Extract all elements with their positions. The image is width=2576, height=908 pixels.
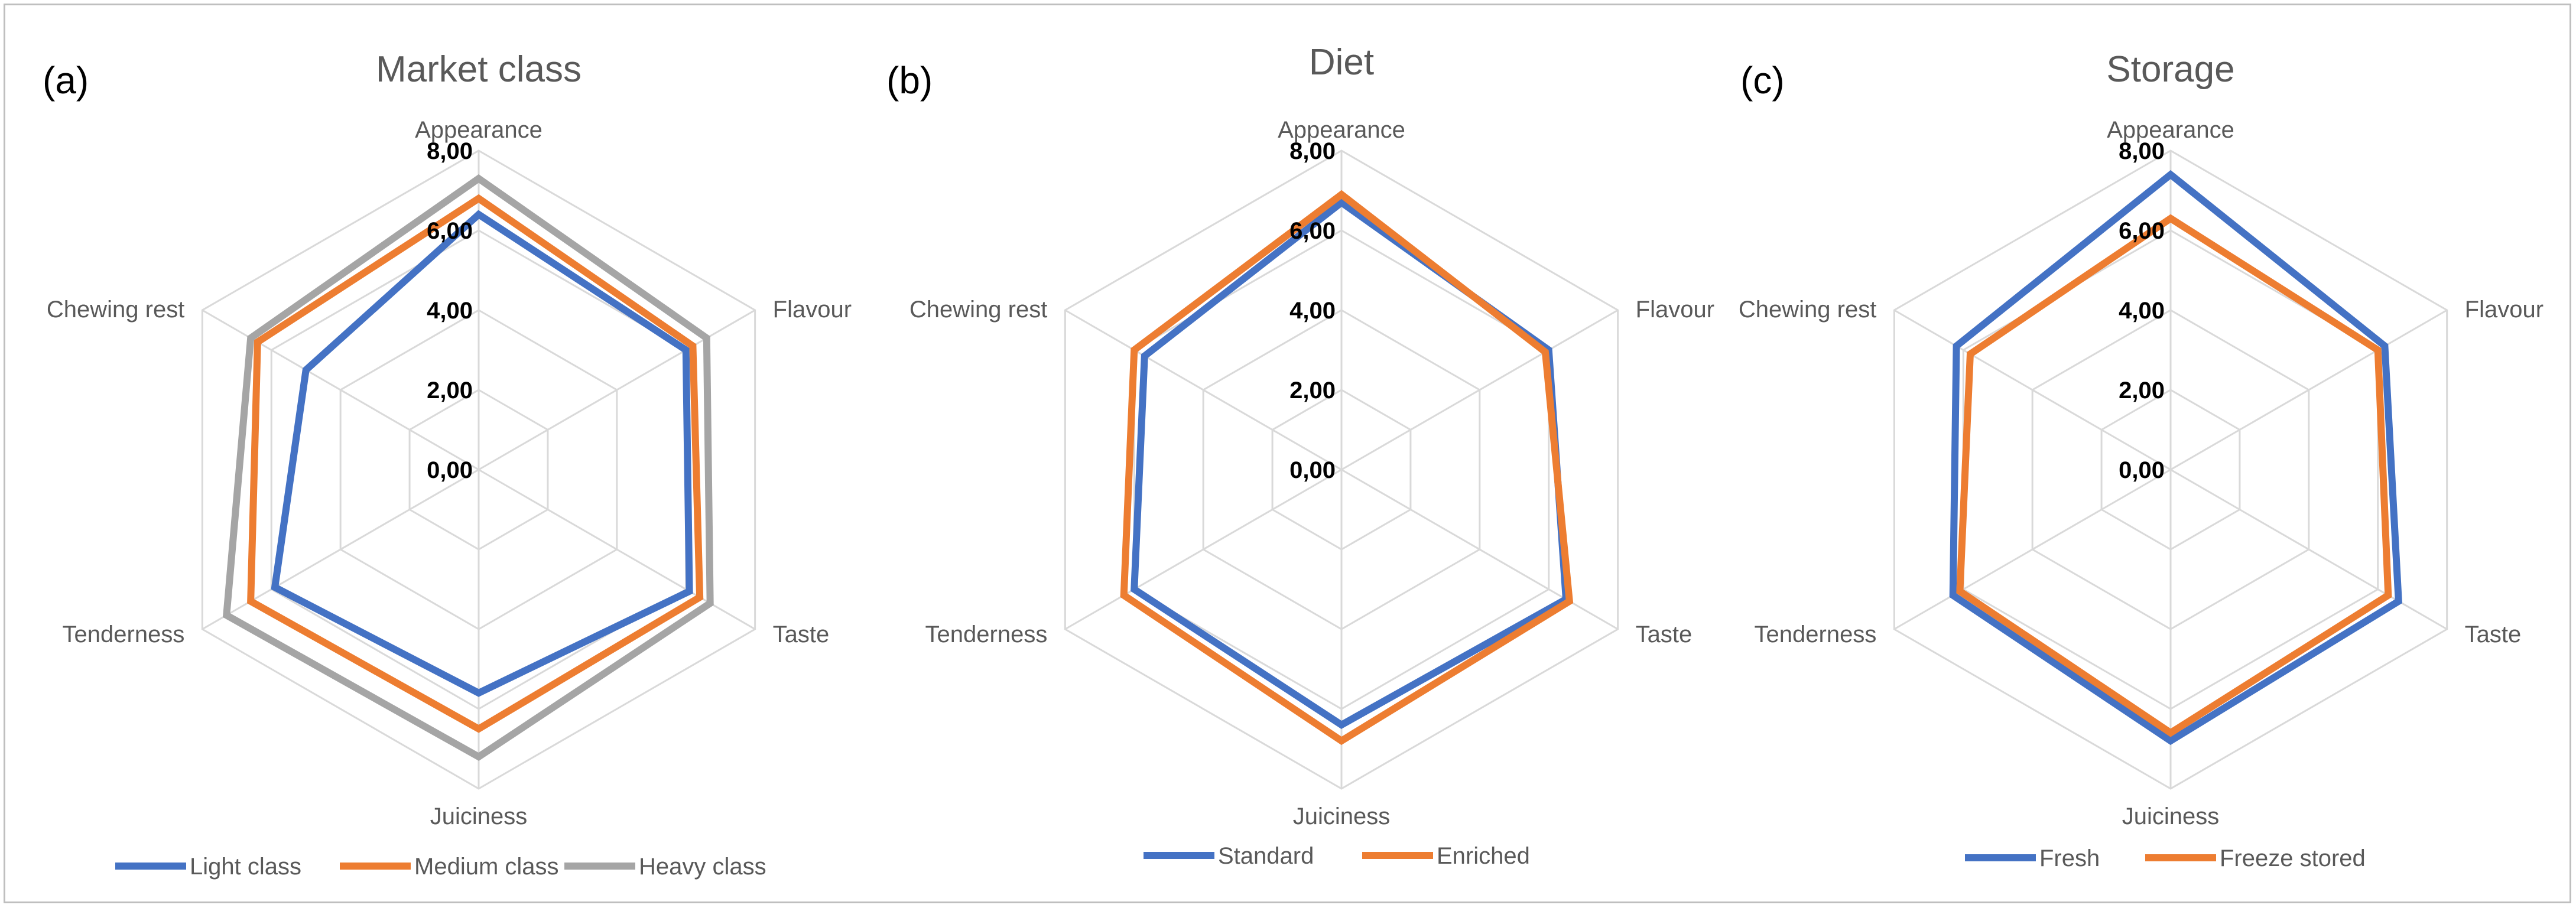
legend-label: Freeze stored bbox=[2220, 845, 2366, 871]
axis-spoke bbox=[1064, 468, 1342, 630]
series-line bbox=[222, 174, 714, 761]
legend-label: Medium class bbox=[414, 854, 559, 880]
tick-label: 4,00 bbox=[2119, 298, 2165, 324]
tick-label: 6,00 bbox=[427, 218, 473, 244]
series-line bbox=[1131, 198, 1570, 730]
axis-label: Flavour bbox=[2465, 297, 2543, 323]
axis-label: Tenderness bbox=[1755, 621, 1877, 647]
tick-label: 0,00 bbox=[1289, 457, 1336, 483]
radar-axis-labels: Appearance Flavour Taste Juiciness Tendernes… bbox=[909, 117, 1714, 829]
tick-label: 2,00 bbox=[1289, 377, 1336, 403]
axis-label: Flavour bbox=[773, 297, 852, 323]
axis-spoke bbox=[1064, 309, 1342, 471]
radar-series bbox=[222, 174, 714, 761]
axis-label: Tenderness bbox=[925, 621, 1048, 647]
legend: Light class Medium class Heavy class bbox=[115, 854, 766, 880]
legend-label: Heavy class bbox=[639, 854, 766, 880]
radar-grid bbox=[1893, 149, 2448, 790]
legend-item: Freeze stored bbox=[2145, 845, 2366, 871]
radar-series bbox=[1949, 170, 2402, 746]
legend-label: Standard bbox=[1218, 843, 1314, 869]
tick-label: 8,00 bbox=[427, 138, 473, 164]
tick-label: 8,00 bbox=[2119, 138, 2165, 164]
tick-label: 0,00 bbox=[2119, 457, 2165, 483]
tick-label: 2,00 bbox=[427, 377, 473, 403]
axis-label: Juiciness bbox=[1293, 803, 1391, 829]
axis-spoke bbox=[1893, 309, 2171, 471]
panel-letter: (c) bbox=[1740, 59, 1785, 102]
panel-letter: (a) bbox=[43, 59, 89, 102]
chart-title: Diet bbox=[1309, 42, 1374, 83]
legend-item: Fresh bbox=[1965, 845, 2100, 871]
legend-label: Fresh bbox=[2039, 845, 2100, 871]
axis-label: Flavour bbox=[1636, 297, 1714, 323]
series-line bbox=[247, 194, 704, 733]
radar-ticks: 0,00 2,00 4,00 6,00 8,00 bbox=[2119, 138, 2165, 483]
axis-label: Chewing rest bbox=[47, 297, 184, 323]
axis-label: Juiciness bbox=[430, 803, 528, 829]
radar-series bbox=[1120, 190, 1574, 746]
chart-title: Storage bbox=[2106, 49, 2234, 90]
radar-ticks: 0,00 2,00 4,00 6,00 8,00 bbox=[1289, 138, 1336, 483]
axis-spoke bbox=[1341, 309, 1619, 471]
tick-label: 8,00 bbox=[1289, 138, 1336, 164]
panel-market-class: (a) Market class 0,00 2,00 4,00 6,00 8,00 Ap… bbox=[43, 49, 852, 880]
panel-diet: (b) Diet 0,00 2,00 4,00 6,00 8,00 Appearance… bbox=[886, 42, 1714, 869]
chart-title: Market class bbox=[376, 49, 582, 90]
radar-grid bbox=[1064, 149, 1619, 790]
axis-spoke bbox=[1893, 468, 2171, 630]
legend: Fresh Freeze stored bbox=[1965, 845, 2366, 871]
axis-label: Taste bbox=[773, 621, 830, 647]
radar-axis-labels: Appearance Flavour Taste Juiciness Tendernes… bbox=[47, 117, 852, 829]
tick-label: 6,00 bbox=[2119, 218, 2165, 244]
legend-item: Light class bbox=[115, 854, 301, 880]
axis-label: Juiciness bbox=[2122, 803, 2220, 829]
radar-axis-labels: Appearance Flavour Taste Juiciness Tendernes… bbox=[1739, 117, 2543, 829]
series-line bbox=[271, 210, 693, 697]
series-line bbox=[1949, 170, 2402, 746]
tick-label: 2,00 bbox=[2119, 377, 2165, 403]
legend-item: Enriched bbox=[1362, 843, 1530, 869]
legend: Standard Enriched bbox=[1144, 843, 1530, 869]
tick-label: 6,00 bbox=[1289, 218, 1336, 244]
series-line bbox=[1120, 190, 1574, 746]
axis-label: Chewing rest bbox=[909, 297, 1047, 323]
axis-label: Appearance bbox=[415, 117, 543, 143]
legend-label: Light class bbox=[190, 854, 301, 880]
legend-item: Heavy class bbox=[564, 854, 766, 880]
legend-item: Standard bbox=[1144, 843, 1314, 869]
tick-label: 4,00 bbox=[427, 298, 473, 324]
axis-spoke bbox=[2170, 309, 2448, 471]
tick-label: 0,00 bbox=[427, 457, 473, 483]
tick-label: 4,00 bbox=[1289, 298, 1336, 324]
series-line bbox=[1956, 214, 2392, 737]
axis-label: Taste bbox=[1636, 621, 1693, 647]
axis-label: Appearance bbox=[1278, 117, 1405, 143]
axis-label: Appearance bbox=[2107, 117, 2234, 143]
axis-label: Tenderness bbox=[63, 621, 185, 647]
axis-label: Chewing rest bbox=[1739, 297, 1876, 323]
panel-letter: (b) bbox=[886, 59, 933, 102]
legend-item: Medium class bbox=[340, 854, 559, 880]
legend-label: Enriched bbox=[1437, 843, 1530, 869]
axis-label: Taste bbox=[2465, 621, 2522, 647]
radar-ticks: 0,00 2,00 4,00 6,00 8,00 bbox=[427, 138, 473, 483]
panel-storage: (c) Storage 0,00 2,00 4,00 6,00 8,00 Appeara… bbox=[1739, 49, 2543, 871]
